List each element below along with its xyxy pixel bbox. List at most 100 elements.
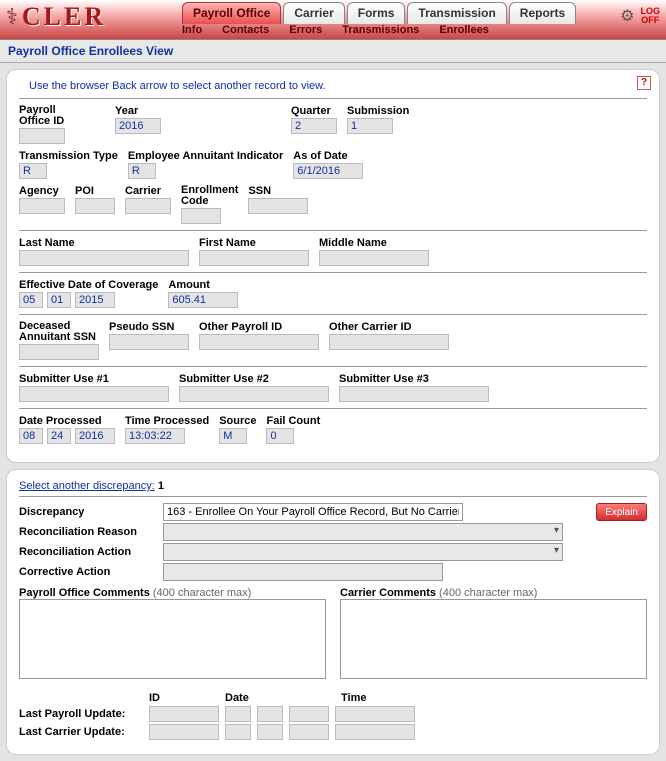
subtab-errors[interactable]: Errors (289, 24, 322, 36)
subtab-transmissions[interactable]: Transmissions (342, 24, 419, 36)
update-grid: ID Date Time Last Payroll Update: Last C… (19, 692, 647, 740)
discrepancy-row: Discrepancy Explain (19, 503, 647, 521)
sub-use-1-field: Submitter Use #1 (19, 373, 169, 402)
deceased-ann-ssn-field: DeceasedAnnuitant SSN (19, 321, 99, 360)
main-tabs: Payroll Office Carrier Forms Transmissio… (182, 2, 576, 24)
eff-date-mm: 05 (19, 292, 43, 308)
update-header: ID Date Time (149, 692, 647, 704)
top-right-controls: ⚙ LOG OFF (620, 6, 660, 26)
sub-tabs: Info Contacts Errors Transmissions Enrol… (182, 24, 489, 36)
comments-section: Payroll Office Comments (400 character m… (19, 587, 647, 682)
date-processed-dd: 24 (47, 428, 71, 444)
logoff-button[interactable]: LOG OFF (641, 7, 661, 25)
pseudo-ssn-value (109, 334, 189, 350)
year-value: 2016 (115, 118, 161, 134)
transmission-type-value: R (19, 163, 47, 179)
amount-field: Amount 605.41 (168, 279, 238, 308)
sub-use-2-field: Submitter Use #2 (179, 373, 329, 402)
date-processed-mm: 08 (19, 428, 43, 444)
corrective-action-row: Corrective Action (19, 563, 647, 581)
last-payroll-update-row: Last Payroll Update: (19, 706, 647, 722)
year-field: Year 2016 (115, 105, 161, 144)
deceased-ann-ssn-value (19, 344, 99, 360)
sub-use-3-value (339, 386, 489, 402)
tab-transmission[interactable]: Transmission (407, 2, 506, 24)
as-of-date-field: As of Date 6/1/2016 (293, 150, 363, 179)
eff-date-yyyy: 2015 (75, 292, 115, 308)
page-title: Payroll Office Enrollees View (0, 40, 666, 63)
enrollee-panel: ? Use the browser Back arrow to select a… (6, 69, 660, 463)
help-icon[interactable]: ? (637, 76, 651, 90)
payroll-comments-textarea[interactable] (19, 599, 326, 679)
last-carrier-update-mm (225, 724, 251, 740)
last-payroll-update-dd (257, 706, 283, 722)
submission-field: Submission 1 (347, 105, 409, 144)
carrier-comments-col: Carrier Comments (400 character max) (340, 587, 647, 682)
recon-action-select[interactable] (163, 543, 563, 561)
caduceus-icon: ⚕ (6, 4, 18, 30)
date-processed-yyyy: 2016 (75, 428, 115, 444)
last-carrier-update-dd (257, 724, 283, 740)
as-of-date-value: 6/1/2016 (293, 163, 363, 179)
last-payroll-update-mm (225, 706, 251, 722)
subtab-info[interactable]: Info (182, 24, 202, 36)
sub-use-1-value (19, 386, 169, 402)
carrier-field: Carrier (125, 185, 171, 224)
subtab-contacts[interactable]: Contacts (222, 24, 269, 36)
last-payroll-update-time (335, 706, 415, 722)
quarter-value: 2 (291, 118, 337, 134)
emp-ann-ind-field: Employee Annuitant Indicator R (128, 150, 283, 179)
eff-date-field: Effective Date of Coverage 05 01 2015 (19, 279, 158, 308)
tab-payroll-office[interactable]: Payroll Office (182, 2, 281, 24)
payroll-office-id-value (19, 128, 65, 144)
eff-date-dd: 01 (47, 292, 71, 308)
transmission-type-field: Transmission Type R (19, 150, 118, 179)
gear-icon[interactable]: ⚙ (620, 6, 634, 26)
other-payroll-id-value (199, 334, 319, 350)
last-carrier-update-time (335, 724, 415, 740)
logoff-line2: OFF (641, 16, 661, 25)
logo: ⚕ CLER (6, 2, 106, 32)
discrepancy-input[interactable] (163, 503, 463, 521)
recon-reason-row: Reconciliation Reason (19, 523, 647, 541)
submission-value: 1 (347, 118, 393, 134)
sub-use-3-field: Submitter Use #3 (339, 373, 489, 402)
other-carrier-id-value (329, 334, 449, 350)
top-bar: ⚕ CLER Payroll Office Carrier Forms Tran… (0, 0, 666, 40)
middle-name-value (319, 250, 429, 266)
discrepancy-number: 1 (158, 480, 164, 492)
other-payroll-id-field: Other Payroll ID (199, 321, 319, 360)
recon-reason-select[interactable] (163, 523, 563, 541)
source-value: M (219, 428, 247, 444)
carrier-value (125, 198, 171, 214)
amount-value: 605.41 (168, 292, 238, 308)
agency-value (19, 198, 65, 214)
poi-value (75, 198, 115, 214)
last-name-value (19, 250, 189, 266)
subtab-enrollees[interactable]: Enrollees (439, 24, 489, 36)
other-carrier-id-field: Other Carrier ID (329, 321, 449, 360)
carrier-comments-textarea[interactable] (340, 599, 647, 679)
time-processed-field: Time Processed 13:03:22 (125, 415, 209, 444)
explain-button[interactable]: Explain (596, 503, 647, 521)
pseudo-ssn-field: Pseudo SSN (109, 321, 189, 360)
enroll-code-field: EnrollmentCode (181, 185, 238, 224)
ssn-value (248, 198, 308, 214)
first-name-field: First Name (199, 237, 309, 266)
tab-reports[interactable]: Reports (509, 2, 576, 24)
sub-use-2-value (179, 386, 329, 402)
corrective-action-input[interactable] (163, 563, 443, 581)
tab-carrier[interactable]: Carrier (283, 2, 344, 24)
payroll-office-id-field: PayrollOffice ID (19, 105, 65, 144)
emp-ann-ind-value: R (128, 163, 156, 179)
logo-text: CLER (22, 2, 106, 32)
instruction-text: Use the browser Back arrow to select ano… (29, 80, 647, 92)
payroll-comments-col: Payroll Office Comments (400 character m… (19, 587, 326, 682)
tab-forms[interactable]: Forms (347, 2, 406, 24)
last-payroll-update-yyyy (289, 706, 329, 722)
fail-count-value: 0 (266, 428, 294, 444)
select-another-discrepancy-link[interactable]: Select another discrepancy: (19, 480, 155, 492)
fail-count-field: Fail Count 0 (266, 415, 320, 444)
time-processed-value: 13:03:22 (125, 428, 185, 444)
first-name-value (199, 250, 309, 266)
